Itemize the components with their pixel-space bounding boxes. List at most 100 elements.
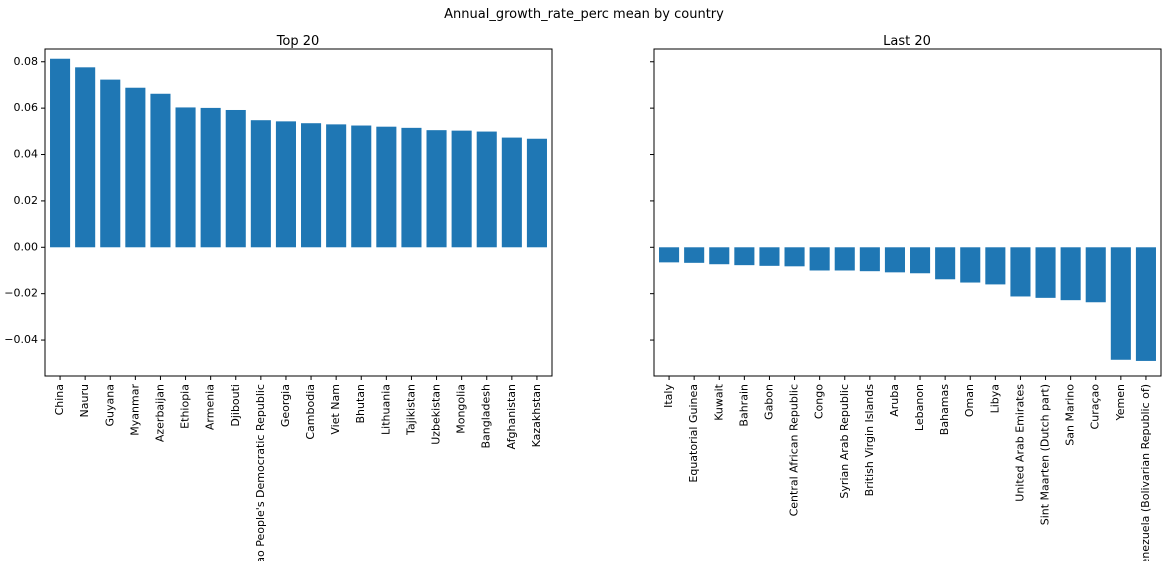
x-tick-label: Cambodia <box>304 384 317 440</box>
bar-0-5 <box>175 107 196 248</box>
bar-0-19 <box>526 138 547 248</box>
x-tick-label: Viet Nam <box>329 384 342 435</box>
x-tick-label: Gabon <box>762 384 775 420</box>
plot-frame-top-20 <box>44 48 553 377</box>
bar-0-14 <box>401 127 422 248</box>
x-tick-label: British Virgin Islands <box>863 384 876 497</box>
x-tick-label: Tajikistan <box>404 384 417 436</box>
bar-0-10 <box>301 123 322 248</box>
x-tick-label: Afghanistan <box>505 384 518 450</box>
x-tick-label: Lebanon <box>913 384 926 431</box>
bar-0-4 <box>150 93 171 248</box>
x-tick-label: Bhutan <box>354 384 367 424</box>
bar-0-1 <box>75 67 96 248</box>
bar-1-10 <box>910 247 931 274</box>
x-tick-label: United Arab Emirates <box>1013 384 1026 502</box>
chart-title-top-20: Top 20 <box>276 34 320 49</box>
x-tick-label: Lithuania <box>379 384 392 435</box>
x-tick-label: Sint Maarten (Dutch part) <box>1039 384 1052 525</box>
bar-1-7 <box>834 247 855 271</box>
x-tick-label: Lao People's Democratic Republic <box>254 384 267 561</box>
x-tick-label: Central African Republic <box>788 384 801 516</box>
bar-1-18 <box>1110 247 1131 360</box>
y-tick-label: −0.04 <box>4 333 38 346</box>
x-tick-label: Azerbaijan <box>153 384 166 442</box>
bar-0-18 <box>501 137 522 248</box>
x-tick-label: Uzbekistan <box>430 384 443 445</box>
bar-0-11 <box>326 124 347 248</box>
bar-1-0 <box>659 247 680 263</box>
bar-1-2 <box>709 247 730 265</box>
x-tick-label: Bahrain <box>737 384 750 427</box>
bar-1-11 <box>935 247 956 280</box>
bar-1-3 <box>734 247 755 266</box>
x-tick-label: Syrian Arab Republic <box>838 384 851 499</box>
x-tick-label: Aruba <box>888 384 901 417</box>
x-tick-label: Armenia <box>204 384 217 430</box>
bar-1-19 <box>1135 247 1156 361</box>
bar-0-6 <box>200 107 221 248</box>
bar-0-13 <box>376 126 397 248</box>
bar-1-9 <box>884 247 905 273</box>
bar-1-12 <box>960 247 981 283</box>
y-tick-label: −0.02 <box>4 287 38 300</box>
x-tick-label: Mongolia <box>455 384 468 434</box>
y-tick-label: 0.04 <box>14 148 39 161</box>
bar-1-4 <box>759 247 780 266</box>
x-tick-label: Equatorial Guinea <box>687 384 700 483</box>
x-axis-top-20: China Nauru Guyana Myanmar Azerbaijan Ethiopi… <box>53 376 543 565</box>
y-tick-label: 0.02 <box>14 194 39 207</box>
bar-0-16 <box>451 130 472 248</box>
x-axis-last-20: Italy Equatorial Guinea Kuwait Bahrain Gabon… <box>662 376 1152 565</box>
bar-1-15 <box>1035 247 1056 298</box>
x-tick-label: Oman <box>963 384 976 417</box>
x-tick-label: Congo <box>813 384 826 419</box>
bar-1-1 <box>684 247 705 263</box>
chart-panel-top-20: Top 20 −0.04 −0.02 0.00 0.02 0.04 0.06 0.08 Ch… <box>4 34 553 565</box>
bar-0-15 <box>426 130 447 248</box>
x-tick-label: China <box>53 384 66 415</box>
bar-group-top-20 <box>50 58 547 248</box>
x-tick-label: Ethiopia <box>179 384 192 429</box>
chart-title-last-20: Last 20 <box>883 34 931 49</box>
x-tick-label: Myanmar <box>128 384 141 436</box>
y-axis-last-20 <box>650 61 654 341</box>
bar-1-14 <box>1010 247 1031 297</box>
chart-panel-last-20: Last 20 Italy Equatorial Guinea Kuwait Bahr… <box>650 34 1162 565</box>
x-tick-label: Bahamas <box>938 384 951 435</box>
x-tick-label: Libya <box>988 384 1001 413</box>
x-tick-label: Djibouti <box>229 384 242 427</box>
bar-0-9 <box>275 121 296 248</box>
x-tick-label: Yemen <box>1114 384 1127 422</box>
y-tick-label: 0.00 <box>14 240 39 253</box>
bar-1-13 <box>985 247 1006 285</box>
plot-frame-last-20 <box>653 48 1162 377</box>
bar-0-7 <box>225 109 246 248</box>
bar-0-0 <box>50 58 71 248</box>
x-tick-label: Venezuela (Bolivarian Republic of) <box>1139 384 1152 561</box>
bar-0-17 <box>476 131 497 248</box>
x-tick-label: Italy <box>662 384 675 408</box>
bar-1-16 <box>1060 247 1081 301</box>
bar-1-8 <box>859 247 880 272</box>
bar-1-6 <box>809 247 830 271</box>
x-tick-label: Guyana <box>103 384 116 426</box>
bar-0-2 <box>100 79 121 248</box>
bar-1-5 <box>784 247 805 267</box>
bar-0-3 <box>125 87 146 248</box>
x-tick-label: Georgia <box>279 384 292 427</box>
bar-group-last-20 <box>659 247 1156 361</box>
bar-0-12 <box>351 125 372 248</box>
figure-title: Annual_growth_rate_perc mean by country <box>444 7 724 22</box>
x-tick-label: Nauru <box>78 384 91 417</box>
x-tick-label: Bangladesh <box>480 384 493 449</box>
bar-0-8 <box>250 120 271 248</box>
y-axis-top-20: −0.04 −0.02 0.00 0.02 0.04 0.06 0.08 <box>4 55 45 346</box>
x-tick-label: Kazakhstan <box>530 384 543 447</box>
bar-1-17 <box>1085 247 1106 303</box>
y-tick-label: 0.06 <box>14 101 39 114</box>
x-tick-label: Curaçao <box>1089 384 1102 430</box>
y-tick-label: 0.08 <box>14 55 39 68</box>
